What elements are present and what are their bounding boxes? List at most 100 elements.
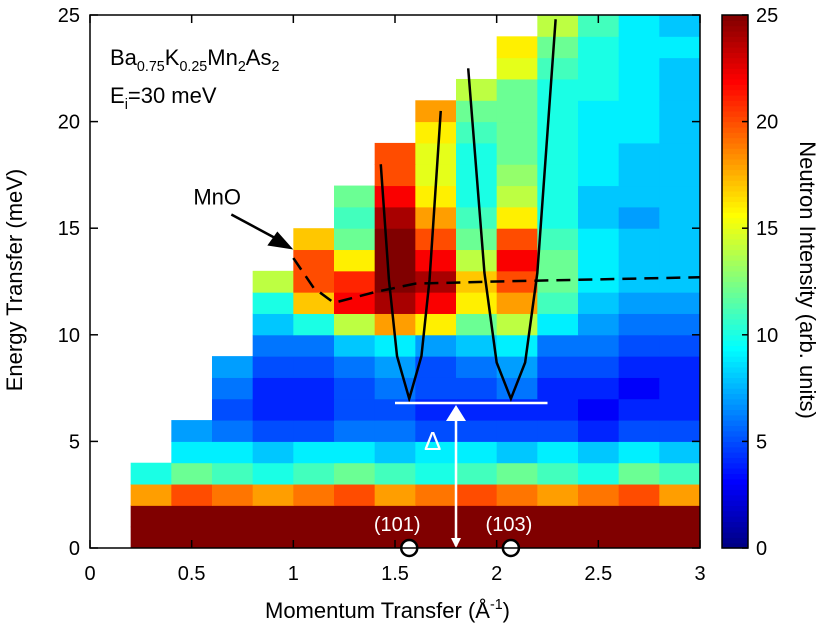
heatmap-cell	[496, 292, 538, 314]
heatmap-cell	[659, 185, 701, 208]
heatmap-cell	[659, 270, 701, 293]
heatmap-cell	[578, 57, 620, 80]
heatmap-cell	[659, 228, 701, 251]
heatmap-cell	[578, 313, 620, 336]
heatmap-cell	[334, 420, 376, 442]
heatmap-cell	[578, 270, 620, 293]
heatmap-cell	[212, 420, 254, 442]
heatmap-cell	[578, 142, 620, 165]
heatmap-cell	[374, 441, 416, 464]
heatmap-cell	[578, 249, 620, 272]
heatmap-cell	[659, 420, 701, 442]
colorbar-swatch	[722, 41, 748, 48]
colorbar-swatch	[722, 73, 748, 80]
heatmap-cell	[578, 420, 620, 442]
x-axis-label-part: )	[503, 598, 510, 623]
heatmap-cell	[537, 377, 579, 400]
heatmap-cell	[537, 292, 579, 314]
heatmap-cell	[659, 78, 701, 101]
colorbar-swatch	[722, 20, 748, 27]
colorbar-tick-label: 10	[756, 325, 778, 347]
heatmap-cell	[334, 377, 376, 400]
y-tick-label: 10	[58, 325, 80, 347]
y-tick-label: 25	[58, 5, 80, 27]
heatmap-cell	[252, 420, 294, 442]
heatmap-cell	[537, 505, 579, 528]
heatmap-cell	[252, 484, 294, 506]
heatmap-cell	[578, 228, 620, 251]
heatmap-cell	[171, 526, 213, 549]
heatmap-cell	[537, 57, 579, 80]
heatmap-cell	[374, 249, 416, 272]
colorbar-swatch	[722, 542, 748, 549]
y-axis-label: Energy Transfer (meV)	[2, 169, 27, 392]
heatmap-cell	[212, 462, 254, 485]
heatmap-cell	[456, 228, 498, 251]
colorbar-swatch	[722, 254, 748, 261]
heatmap-cell	[334, 292, 376, 314]
heatmap-cell	[618, 377, 660, 400]
heatmap-cell	[334, 484, 376, 506]
colorbar-swatch	[722, 494, 748, 501]
heatmap-cell	[618, 526, 660, 549]
heatmap-cell	[415, 356, 457, 378]
colorbar-swatch	[722, 366, 748, 373]
heatmap-cell	[659, 164, 701, 187]
heatmap-cell	[171, 462, 213, 485]
heatmap-cell	[578, 334, 620, 357]
sample-label-part: Ba	[110, 45, 138, 70]
colorbar-swatch	[722, 89, 748, 96]
colorbar-swatch	[722, 452, 748, 458]
heatmap-cell	[496, 164, 538, 187]
colorbar-swatch	[722, 478, 748, 485]
heatmap-cell	[659, 15, 701, 37]
heatmap-cell	[456, 526, 498, 549]
colorbar-swatch	[722, 430, 748, 437]
heatmap-cell	[618, 462, 660, 485]
heatmap-cell	[293, 441, 335, 464]
heatmap-cell	[252, 526, 294, 549]
colorbar-swatch	[722, 132, 748, 139]
heatmap-cell	[537, 484, 579, 506]
heatmap-cell	[578, 526, 620, 549]
heatmap-cell	[618, 15, 660, 37]
heatmap-cell	[537, 36, 579, 59]
colorbar-swatch	[722, 489, 748, 496]
heatmap-cell	[496, 36, 538, 59]
colorbar-swatch	[722, 500, 748, 506]
sample-label-part: 2	[271, 59, 279, 75]
heatmap-cell	[293, 484, 335, 506]
heatmap-cell	[496, 142, 538, 165]
sample-label: Ba0.75K0.25Mn2As2	[110, 45, 279, 75]
heatmap-cell	[578, 377, 620, 400]
heatmap-cell	[212, 484, 254, 506]
colorbar-swatch	[722, 484, 748, 490]
heatmap-cell	[415, 462, 457, 485]
heatmap-cell	[374, 292, 416, 314]
colorbar-swatch	[722, 270, 748, 277]
heatmap-cell	[659, 121, 701, 144]
colorbar-swatch	[722, 126, 748, 133]
colorbar-tick-label: 15	[756, 218, 778, 240]
heatmap-cell	[334, 313, 376, 336]
heatmap-cell	[537, 100, 579, 123]
x-axis-label-part: Momentum Transfer (Å	[265, 598, 490, 623]
heatmap-cell	[537, 206, 579, 229]
heatmap-cell	[415, 377, 457, 400]
heatmap-cell	[374, 313, 416, 336]
colorbar-swatch	[722, 361, 748, 368]
heatmap-cell	[334, 462, 376, 485]
colorbar-swatch	[722, 526, 748, 533]
heatmap-cell	[618, 270, 660, 293]
x-tick-label: 1	[288, 563, 299, 585]
heatmap-cell	[293, 398, 335, 421]
colorbar-swatch	[722, 94, 748, 101]
heatmap-cell	[618, 142, 660, 165]
heatmap-cell	[659, 57, 701, 80]
x-axis-label: Momentum Transfer (Å-1)	[265, 597, 510, 623]
heatmap-cell	[578, 292, 620, 314]
heatmap-cell	[537, 356, 579, 378]
heatmap-cell	[171, 441, 213, 464]
heatmap-cell	[578, 78, 620, 101]
